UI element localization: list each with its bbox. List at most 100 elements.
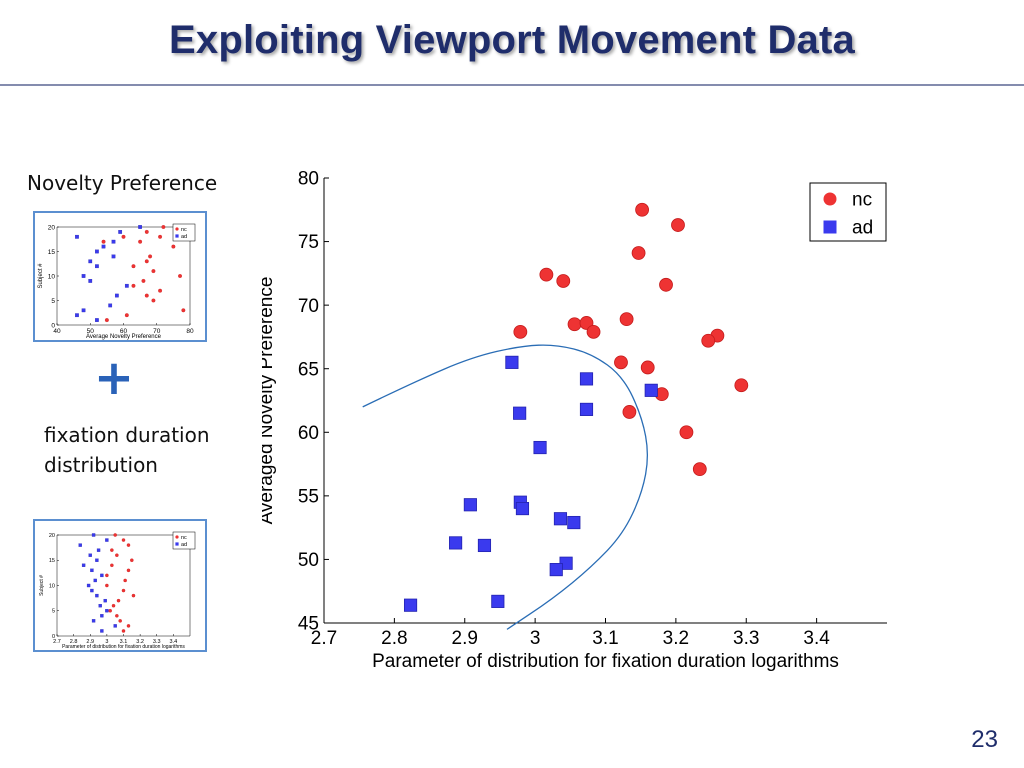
thumb1-point-nc [158,288,163,293]
thumb2-point-nc [116,598,121,603]
thumb2-legend-label-ad: ad [181,542,187,548]
main-y-tick-label: 45 [298,614,319,635]
novelty-preference-thumbnail: 40 50 60 70 80 0 5 10 15 20 Average Novelty Prefer… [33,211,207,342]
thumb1-point-ad [118,230,123,234]
thumb2-y-tick-label: 0 [52,634,55,640]
main-x-tick-label: 3.3 [733,628,759,649]
thumb1-point-nc [144,293,149,298]
thumb2-point-nc [111,603,116,608]
thumb2-point-ad [86,583,91,588]
main-point-ad [549,563,563,577]
thumb2-point-ad [81,563,86,567]
fixation-duration-label-line2: distribution [44,453,158,477]
thumb2-x-tick-label: 3.3 [153,639,161,645]
main-point-nc [635,202,649,217]
main-point-ad [644,383,658,397]
thumb1-point-nc [104,318,109,323]
thumb1-point-ad [95,249,99,254]
novelty-preference-label: Novelty Preference [27,171,218,195]
main-point-ad [403,598,418,612]
thumb2-x-axis-label: Parameter of distribution for fixation d… [62,644,185,650]
thumb1-point-nc [124,313,129,318]
main-point-ad [567,515,581,530]
main-point-nc [567,317,582,332]
main-point-ad [505,355,519,369]
thumb1-point-ad [88,279,93,283]
thumb2-point-nc [121,538,126,542]
thumb2-x-tick-label: 2.8 [70,639,78,645]
thumb1-point-nc [144,259,149,264]
thumb2-legend-label-nc: nc [181,535,187,541]
main-point-ad [477,538,492,553]
thumb1-legend-label-ad: ad [181,234,187,240]
thumb2-point-nc [126,568,131,573]
thumb1-point-nc [131,283,136,288]
thumb1-y-axis-label: Subject # [38,263,44,289]
main-point-ad [449,536,463,550]
main-point-nc [586,324,601,339]
fixation-distribution-thumbnail: 2.7 2.8 2.9 3 3.1 3.2 3.3 3.4 0 5 10 15 20 Parameter … [33,519,207,652]
thumb2-point-ad [113,624,117,628]
main-x-tick-label: 3.4 [803,628,830,649]
thumb1-point-ad [138,225,142,229]
thumb1-point-ad [88,259,93,264]
main-legend-label-nc: nc [852,190,872,211]
thumb2-point-ad [88,553,92,557]
thumb1-x-tick-label: 60 [120,328,128,335]
main-point-nc [622,405,637,419]
main-x-tick-label: 2.9 [452,628,478,649]
main-point-ad [533,440,547,455]
thumb2-point-ad [100,614,104,618]
main-point-ad [463,498,477,512]
main-y-tick-label: 50 [298,550,319,571]
thumb1-point-ad [111,239,116,244]
thumb1-point-nc [141,278,146,283]
thumb1-point-nc [131,264,136,269]
thumb2-y-tick-label: 10 [49,583,55,589]
thumb2-point-nc [126,543,131,547]
thumb1-x-axis-label: Average Novelty Preference [86,334,162,340]
thumb2-x-tick-label: 3.2 [136,639,144,645]
thumb1-x-tick-label: 70 [153,328,161,335]
main-point-nc [701,333,716,348]
thumb2-point-ad [95,593,99,598]
main-x-tick-label: 2.7 [311,628,337,649]
page-number: 23 [971,726,998,753]
thumb1-point-ad [111,254,116,259]
thumb1-legend-label-nc: nc [181,227,187,233]
slide-title: Exploiting Viewport Movement Data [169,18,855,62]
thumb2-point-nc [115,553,119,557]
thumb2-x-tick-label: 3 [105,639,108,645]
thumb1-point-nc [121,234,126,239]
thumb1-point-nc [144,229,149,234]
thumb1-point-ad [124,283,129,288]
main-x-axis-label: Parameter of distribution for fixation d… [372,651,839,672]
thumb2-point-nc [105,573,109,578]
main-point-ad [579,402,594,416]
thumb2-point-nc [113,533,117,537]
main-point-nc [614,355,628,370]
main-y-tick-label: 65 [298,359,319,380]
main-scatter-chart: 2.7 2.8 2.9 3 3.1 3.2 3.3 3.4 45 50 55 60 65 70 75 80 Pa… [262,169,887,672]
thumb2-y-tick-label: 20 [49,533,55,539]
main-x-tick-label: 3.1 [592,628,618,649]
thumb2-point-nc [130,558,134,563]
thumb2-x-tick-label: 3.4 [170,639,178,645]
thumb1-x-tick-label: 50 [87,328,95,335]
thumb1-point-ad [75,313,79,318]
thumb2-point-ad [91,619,96,623]
main-x-tick-label: 3 [530,628,541,649]
main-point-ad [515,501,530,516]
thumb1-x-tick-label: 80 [186,328,194,335]
thumb2-x-tick-label: 2.7 [53,639,61,645]
main-point-nc [556,274,571,288]
thumb1-point-nc [138,239,143,244]
fixation-duration-label: fixation duration distribution [44,420,210,480]
thumb1-y-tick-label: 15 [48,249,56,256]
main-point-nc [513,324,528,339]
main-y-tick-label: 80 [298,169,319,190]
thumb1-point-nc [151,298,156,303]
thumb1-point-ad [81,274,86,278]
thumb1-point-nc [148,254,153,259]
thumb1-point-ad [114,293,119,298]
